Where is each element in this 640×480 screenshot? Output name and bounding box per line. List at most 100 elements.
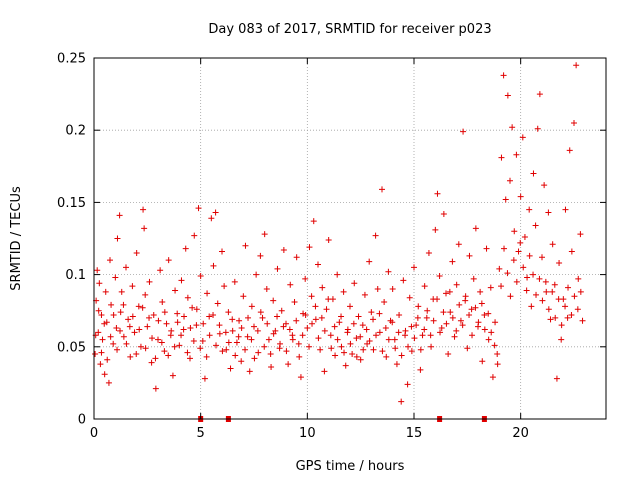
data-point <box>413 322 420 329</box>
data-point <box>319 284 326 291</box>
data-point <box>176 342 183 349</box>
data-point <box>564 314 571 321</box>
data-point <box>456 301 463 308</box>
data-point <box>300 310 307 317</box>
data-point <box>453 281 460 288</box>
data-point <box>129 313 136 320</box>
data-point <box>562 303 569 310</box>
data-point <box>568 248 575 255</box>
data-point <box>116 212 123 219</box>
data-point <box>398 352 405 359</box>
x-tick-label: 20 <box>512 426 529 441</box>
data-point <box>542 278 549 285</box>
data-point <box>158 339 165 346</box>
data-point <box>293 317 300 324</box>
data-point <box>267 351 274 358</box>
data-point <box>415 303 422 310</box>
data-point <box>287 281 294 288</box>
data-point <box>328 345 335 352</box>
data-point <box>411 335 418 342</box>
data-point <box>259 314 266 321</box>
data-point <box>519 134 526 141</box>
data-point <box>133 351 140 358</box>
x-tick-label: 0 <box>90 426 98 441</box>
data-point <box>296 353 303 360</box>
data-point <box>141 225 148 232</box>
data-point <box>225 339 232 346</box>
data-point <box>169 372 176 379</box>
data-point <box>424 307 431 314</box>
data-point <box>571 293 578 300</box>
data-point <box>440 309 447 316</box>
data-point <box>315 335 322 342</box>
data-point <box>144 323 151 330</box>
data-point <box>125 316 132 323</box>
data-point <box>201 375 208 382</box>
data-point <box>453 327 460 334</box>
data-point <box>150 312 157 319</box>
data-point <box>524 274 531 281</box>
data-point <box>405 343 412 350</box>
data-point <box>500 72 507 79</box>
data-point <box>342 362 349 369</box>
data-point <box>374 286 381 293</box>
data-point <box>161 348 168 355</box>
data-point <box>216 322 223 329</box>
data-point <box>338 313 345 320</box>
data-point <box>96 280 103 287</box>
data-point <box>336 319 343 326</box>
data-point <box>137 343 144 350</box>
data-point <box>347 340 354 347</box>
data-point <box>551 281 558 288</box>
data-point <box>432 226 439 233</box>
data-point <box>349 351 356 358</box>
data-point <box>283 320 289 327</box>
data-point <box>494 361 501 368</box>
data-point <box>421 326 428 333</box>
data-point <box>102 288 109 295</box>
data-point <box>142 345 149 352</box>
data-point <box>457 317 464 324</box>
data-point <box>530 271 537 278</box>
data-point <box>507 293 514 300</box>
data-point <box>464 345 471 352</box>
data-point <box>545 306 552 313</box>
data-point <box>492 319 499 326</box>
data-point <box>421 283 428 290</box>
data-point <box>238 358 245 365</box>
data-point <box>149 335 156 342</box>
axis-ticks <box>93 57 606 420</box>
data-point <box>449 258 456 265</box>
data-point <box>504 92 511 99</box>
data-point <box>302 312 309 319</box>
data-point <box>213 342 220 349</box>
data-point <box>573 62 580 69</box>
data-point <box>417 366 424 373</box>
data-point <box>571 119 577 126</box>
data-point <box>575 275 582 282</box>
data-point <box>244 333 251 340</box>
data-point <box>152 385 159 392</box>
data-point <box>485 310 492 317</box>
data-point <box>212 209 219 216</box>
data-point <box>155 336 161 343</box>
data-point <box>541 182 548 189</box>
data-point <box>340 288 347 295</box>
data-point <box>172 287 179 294</box>
data-point <box>509 124 516 131</box>
data-point <box>123 264 129 271</box>
data-point <box>368 309 375 316</box>
data-point <box>114 346 121 353</box>
data-point <box>366 258 373 265</box>
chart-title: Day 083 of 2017, SRMTID for receiver p02… <box>208 22 491 37</box>
data-point <box>423 314 430 321</box>
data-point <box>263 286 270 293</box>
y-tick-labels: 0 0.05 0.1 0.15 0.2 0.25 <box>57 52 86 428</box>
data-point <box>556 260 563 267</box>
data-point <box>353 353 360 360</box>
data-point <box>133 249 140 256</box>
data-point <box>146 314 153 321</box>
data-point <box>396 312 403 319</box>
data-point <box>532 222 539 229</box>
data-point <box>171 343 178 350</box>
